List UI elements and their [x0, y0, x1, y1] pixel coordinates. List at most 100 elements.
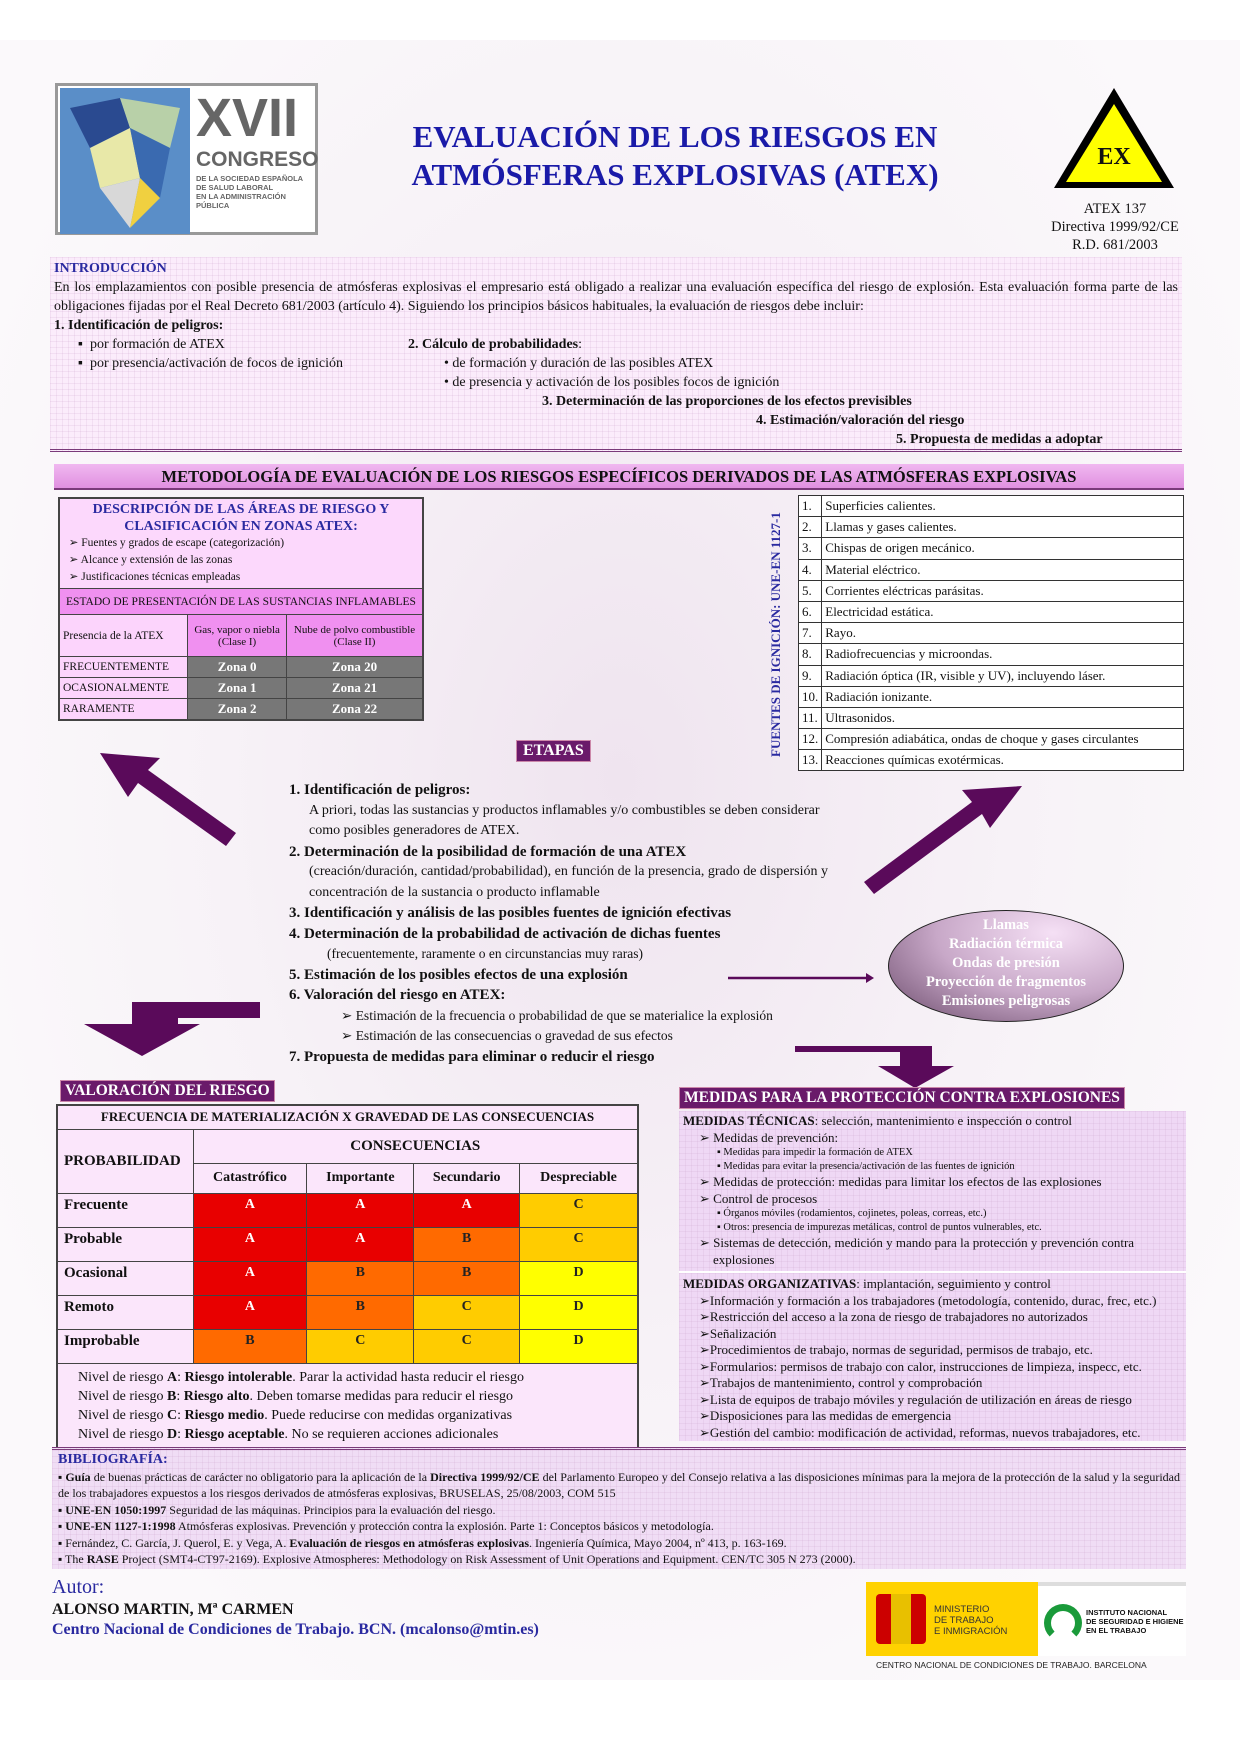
- ignition-text: Chispas de origen mecánico.: [821, 537, 1184, 560]
- ignition-item: 6. Electricidad estática.: [797, 600, 1184, 624]
- legend-part: Nivel de riesgo: [78, 1407, 168, 1423]
- bibliography-part: The: [65, 1552, 87, 1566]
- ignition-item: 4. Material eléctrico.: [797, 558, 1184, 581]
- intro-item-3: 3. Determinación de las proporciones de …: [542, 394, 912, 409]
- etapas-label: ETAPAS: [516, 740, 591, 762]
- ignition-item: 5. Corrientes eléctricas parásitas.: [797, 579, 1184, 602]
- ministry-text: DE TRABAJO: [934, 1615, 994, 1626]
- coat-of-arms-icon: [876, 1594, 926, 1644]
- measures-section: MEDIDAS TÉCNICAS: selección, mantenimien…: [679, 1111, 1186, 1441]
- legend-part: Riesgo intolerable: [184, 1369, 293, 1385]
- step-4-text: (frecuentemente, raramente o en circunst…: [327, 946, 643, 961]
- organizational-measure-item: ➢Señalización: [699, 1325, 777, 1341]
- probability-row-label: Ocasional: [56, 1260, 194, 1296]
- measures-subitem: ▪ Otros: presencia de impurezas metálica…: [717, 1222, 1042, 1233]
- risk-cell: A: [306, 1192, 415, 1228]
- risk-cell: A: [192, 1260, 308, 1296]
- legend-part: :: [176, 1388, 184, 1404]
- organizational-measure-item: ➢Lista de equipos de trabajo móviles y r…: [699, 1391, 1132, 1407]
- consequence-column: Catastrófico: [192, 1162, 308, 1194]
- legend-part: Nivel de riesgo: [78, 1426, 168, 1442]
- ignition-text: Reacciones químicas exotérmicas.: [821, 749, 1184, 772]
- intro-item-4: 4. Estimación/valoración del riesgo: [756, 413, 965, 428]
- risk-cell: C: [413, 1328, 521, 1364]
- bibliography-part: Guía: [65, 1469, 91, 1484]
- organizational-measure-item: ➢Disposiciones para las medidas de emerg…: [699, 1408, 952, 1423]
- risk-cell: A: [192, 1226, 308, 1262]
- ignition-item: 13. Reacciones químicas exotérmicas.: [797, 749, 1184, 772]
- ignition-number: 3.: [797, 537, 823, 560]
- ignition-text: Material eléctrico.: [821, 558, 1184, 581]
- logo-subtext: DE SALUD LABORAL: [196, 183, 274, 192]
- ignition-text: Radiofrecuencias y microondas.: [821, 643, 1184, 666]
- legend-part: :: [177, 1407, 185, 1423]
- step-5: 5. Estimación de los posibles efectos de…: [289, 966, 628, 983]
- probability-label: PROBABILIDAD: [56, 1128, 194, 1194]
- intro-bullet: ▪ por formación de ATEX: [78, 337, 225, 352]
- bibliography-part: Directiva 1999/92/CE: [430, 1469, 540, 1484]
- legend-part: Riesgo aceptable: [184, 1426, 285, 1442]
- ministry-text: E INMIGRACIÓN: [934, 1626, 1008, 1637]
- methodology-banner: METODOLOGÍA DE EVALUACIÓN DE LOS RIESGOS…: [54, 464, 1184, 490]
- bibliography-part: . Ingeniería Química, Mayo 2004, nº 413,…: [529, 1535, 787, 1550]
- step-6: 6. Valoración del riesgo en ATEX:: [289, 987, 506, 1003]
- risk-cell: B: [306, 1260, 415, 1296]
- arrow-down-right-icon: [795, 1046, 954, 1088]
- arrow-right-icon: [866, 973, 874, 983]
- intro-bullet: • de formación y duración de las posible…: [444, 356, 714, 371]
- risk-cell: C: [306, 1328, 415, 1364]
- arrow-up-left-icon: [100, 753, 236, 846]
- bibliography-part: Project (SMT4-CT97-2169). Explosive Atmo…: [118, 1552, 856, 1566]
- author-label: Autor:: [52, 1576, 105, 1598]
- bibliography-heading: BIBLIOGRAFÍA:: [58, 1452, 168, 1467]
- logo-subtext: EN LA ADMINISTRACIÓN PÚBLICA: [196, 192, 286, 210]
- ignition-text: Electricidad estática.: [821, 600, 1184, 624]
- ref-atex: ATEX 137: [1083, 201, 1147, 217]
- risk-row: Remoto A B C D: [56, 1294, 639, 1330]
- legend-part: :: [177, 1426, 185, 1442]
- legend-part: A: [167, 1369, 178, 1385]
- ignition-number: 10.: [797, 685, 823, 708]
- step-4: 4. Determinación de la probabilidad de a…: [289, 925, 721, 942]
- insht-text: DE SEGURIDAD E HIGIENE: [1086, 1617, 1184, 1626]
- ignition-text: Superficies calientes.: [821, 494, 1184, 518]
- insht-text: INSTITUTO NACIONAL: [1086, 1608, 1168, 1617]
- organizational-measure-text: Restricción del acceso a la zona de ries…: [709, 1309, 1088, 1324]
- risk-row: Improbable B C C D: [56, 1328, 639, 1364]
- bibliography-item: ▪ Fernández, C. García, J. Querol, E. y …: [58, 1535, 787, 1550]
- ref-directiva: Directiva 1999/92/CE: [1051, 219, 1179, 235]
- intro-bullet: • de presencia y activación de los posib…: [444, 375, 780, 390]
- ignition-number: 12.: [797, 728, 823, 751]
- organizational-measures-title: MEDIDAS ORGANIZATIVAS: implantación, seg…: [683, 1276, 1051, 1291]
- zone-cell: Zona 22: [286, 698, 424, 721]
- step-2-text: (creación/duración, cantidad/probabilida…: [309, 864, 828, 900]
- measures-item: ➢ Control de procesos: [699, 1190, 818, 1206]
- zones-col-header: Nube de polvo combustible (Clase II): [286, 614, 424, 657]
- risk-cell: C: [519, 1226, 639, 1262]
- intro-section: INTRODUCCIÓN En los emplazamientos con p…: [50, 257, 1182, 452]
- measures-subitem: ▪ Medidas para evitar la presencia/activ…: [717, 1161, 1015, 1172]
- author-block: Autor: ALONSO MARTIN, Mª CARMEN Centro N…: [52, 1576, 752, 1639]
- effect-item: Radiación térmica: [949, 936, 1063, 952]
- step-6-bullet: ➢ Estimación de la frecuencia o probabil…: [341, 1007, 773, 1023]
- ministry-text: MINISTERIO: [934, 1604, 990, 1615]
- probability-row-label: Frecuente: [56, 1192, 194, 1228]
- step-6-bullet: ➢ Estimación de las consecuencias o grav…: [341, 1028, 673, 1043]
- consequence-column: Despreciable: [519, 1162, 639, 1194]
- risk-matrix: FRECUENCIA DE MATERIALIZACIÓN X GRAVEDAD…: [56, 1104, 639, 1450]
- probability-row-label: Remoto: [56, 1294, 194, 1330]
- probability-row-label: Improbable: [56, 1328, 194, 1364]
- step-1: 1. Identificación de peligros:: [289, 782, 471, 798]
- ignition-text: Llamas y gases calientes.: [821, 516, 1184, 539]
- intro-bullet: ▪ por presencia/activación de focos de i…: [78, 356, 344, 371]
- zones-col-header: Presencia de la ATEX: [58, 614, 189, 657]
- ignition-number: 13.: [797, 749, 823, 772]
- congress-logo: XVII CONGRESO DE LA SOCIEDAD ESPAÑOLA DE…: [55, 83, 319, 235]
- legend-part: Riesgo medio: [184, 1407, 265, 1423]
- zones-col-header: Gas, vapor o niebla (Clase I): [187, 614, 288, 657]
- risk-cell: D: [519, 1328, 639, 1364]
- zones-table: DESCRIPCIÓN DE LAS ÁREAS DE RIESGO Y CLA…: [58, 497, 424, 721]
- effect-item: Emisiones peligrosas: [941, 993, 1071, 1009]
- zones-bullet: ➢ Alcance y extensión de las zonas: [63, 554, 233, 566]
